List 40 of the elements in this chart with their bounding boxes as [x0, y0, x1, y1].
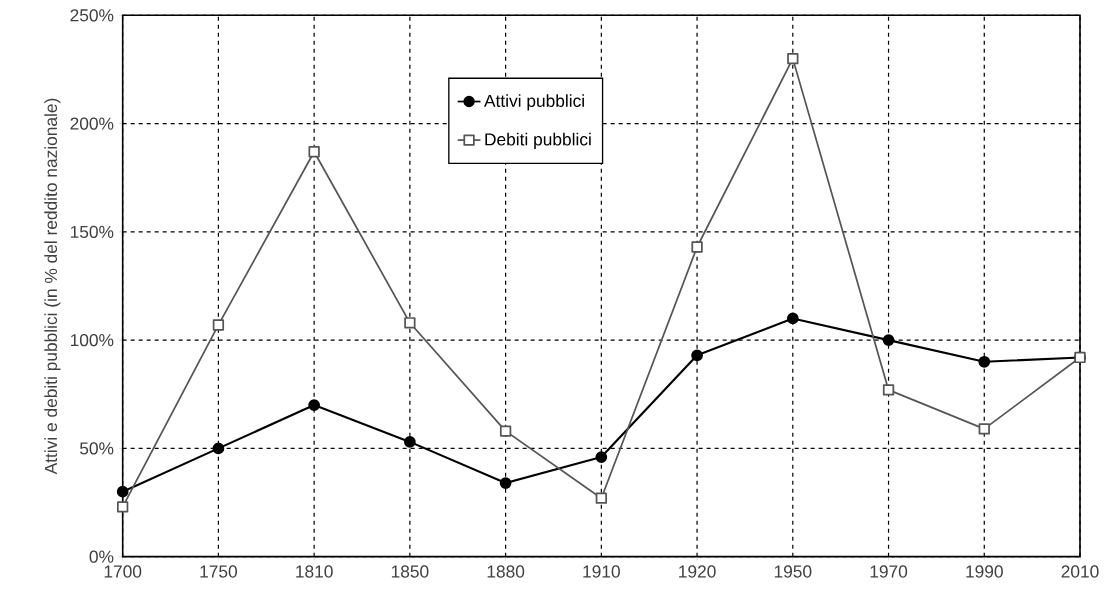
point — [595, 451, 608, 463]
legend-label: Debiti pubblici — [485, 132, 591, 149]
x-tick-label: 1750 — [200, 565, 238, 578]
x-tick-label: 1910 — [583, 565, 620, 578]
point — [786, 312, 799, 325]
point — [308, 146, 320, 158]
x-tick-label: 2010 — [1061, 565, 1099, 578]
point — [787, 52, 799, 65]
point — [691, 241, 703, 253]
x-tick-label: 1990 — [966, 565, 1003, 578]
x-tick-label: 1950 — [774, 565, 812, 578]
y-axis-title: Attivi e debiti pubblici (in % del reddito nazionale) — [44, 98, 61, 475]
y-tick-label: 150% — [70, 225, 114, 238]
point — [117, 501, 129, 513]
x-tick-label: 1700 — [104, 565, 142, 578]
legend-label: Attivi pubblici — [484, 94, 584, 111]
point — [978, 355, 991, 368]
y-tick-label: 50% — [79, 442, 114, 455]
y-tick-label: 100% — [70, 333, 114, 347]
x-tick-label: 1810 — [296, 565, 333, 578]
point — [499, 425, 512, 437]
point — [116, 485, 129, 498]
point — [691, 349, 703, 362]
point — [212, 319, 225, 331]
point — [595, 492, 608, 504]
point — [499, 477, 512, 489]
x-tick-label: 1850 — [391, 565, 429, 578]
y-tick-label: 250% — [70, 9, 114, 22]
point — [404, 317, 416, 329]
point — [882, 334, 895, 346]
point — [212, 442, 225, 455]
point — [978, 423, 990, 435]
y-tick-label: 0% — [89, 550, 114, 563]
point — [404, 436, 416, 448]
x-tick-label: 1880 — [487, 565, 525, 578]
point — [308, 399, 321, 411]
x-tick-label: 1970 — [870, 565, 908, 578]
y-tick-label: 200% — [70, 117, 114, 130]
x-tick-label: 1920 — [679, 565, 716, 578]
point — [882, 384, 895, 396]
